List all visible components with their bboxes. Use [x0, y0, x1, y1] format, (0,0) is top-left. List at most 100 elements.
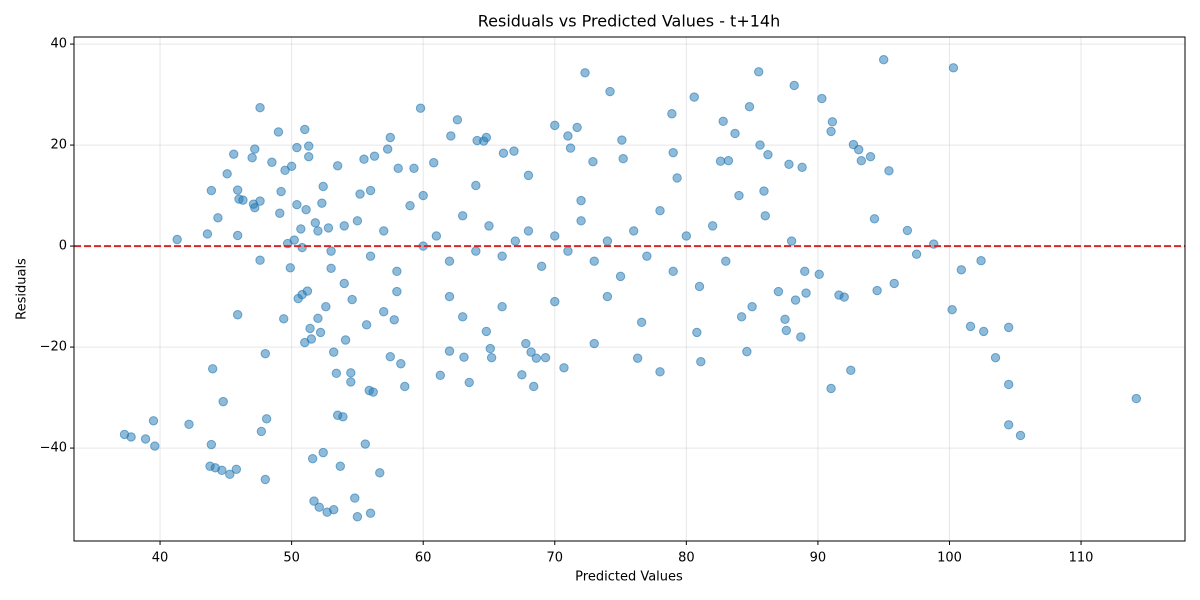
point: [329, 347, 339, 357]
point: [255, 196, 265, 206]
point: [878, 55, 889, 65]
point: [523, 170, 534, 181]
point: [459, 352, 469, 362]
point: [588, 157, 598, 167]
point: [839, 292, 849, 302]
point: [396, 359, 406, 369]
point: [509, 146, 519, 156]
point: [800, 266, 810, 277]
point: [523, 226, 534, 236]
point: [184, 419, 194, 430]
point: [853, 144, 864, 155]
point: [352, 216, 363, 226]
point: [267, 157, 277, 167]
point: [250, 202, 260, 213]
point: [444, 256, 455, 266]
point: [790, 295, 801, 305]
point: [457, 211, 468, 221]
point: [435, 370, 445, 381]
point: [759, 186, 769, 196]
point: [760, 211, 770, 221]
point: [755, 140, 765, 150]
point: [602, 291, 613, 302]
point: [589, 338, 599, 349]
x-tick-label: 40: [152, 551, 169, 566]
x-tick-label: 70: [546, 551, 563, 566]
point: [655, 206, 665, 216]
point: [369, 151, 380, 161]
point: [529, 381, 539, 392]
point: [642, 251, 652, 261]
point: [405, 200, 415, 211]
x-tick-label: 50: [283, 551, 300, 566]
point: [326, 263, 336, 273]
point: [486, 352, 497, 363]
point: [471, 180, 481, 191]
point: [689, 92, 699, 102]
point: [315, 327, 326, 338]
x-tick-label: 80: [678, 551, 695, 566]
point: [355, 189, 365, 199]
point: [976, 256, 986, 266]
point: [279, 314, 289, 324]
point: [273, 127, 284, 137]
point: [744, 101, 755, 112]
point: [565, 143, 576, 153]
point: [335, 461, 346, 471]
point: [484, 221, 494, 231]
point: [206, 185, 217, 196]
point: [444, 346, 455, 356]
point: [517, 370, 527, 380]
point: [365, 185, 376, 196]
point: [817, 93, 827, 104]
point: [734, 190, 744, 201]
point: [510, 236, 520, 246]
point: [361, 320, 372, 330]
point: [965, 321, 976, 332]
point: [715, 156, 726, 166]
point: [296, 224, 306, 234]
point: [446, 131, 456, 141]
x-tick-label: 90: [810, 551, 827, 566]
point: [747, 301, 757, 312]
point: [827, 117, 838, 127]
point: [429, 158, 439, 168]
point: [314, 502, 324, 512]
point: [730, 128, 740, 139]
x-tick-label: 60: [415, 551, 432, 566]
point: [521, 338, 531, 349]
point: [618, 154, 628, 164]
point: [207, 364, 218, 374]
point: [415, 103, 426, 113]
point: [346, 368, 356, 378]
point: [323, 223, 334, 233]
point: [150, 441, 160, 451]
point: [385, 351, 396, 362]
point: [869, 214, 880, 224]
point: [540, 352, 551, 363]
point: [302, 286, 313, 296]
point: [452, 115, 463, 125]
point: [347, 294, 357, 305]
point: [379, 307, 389, 317]
point: [318, 181, 328, 192]
point: [260, 348, 271, 359]
point: [721, 256, 731, 266]
y-tick-label: −20: [40, 340, 67, 355]
point: [889, 278, 899, 289]
point: [379, 226, 389, 236]
point: [340, 335, 351, 345]
point: [956, 265, 967, 275]
point: [1003, 420, 1014, 430]
point: [801, 288, 811, 298]
y-axis-label: Residuals: [15, 258, 30, 320]
point: [589, 256, 599, 266]
point: [350, 493, 360, 503]
point: [255, 103, 265, 113]
point: [559, 363, 569, 373]
point: [563, 131, 573, 141]
point: [481, 326, 492, 337]
point: [667, 109, 677, 119]
point: [392, 266, 402, 277]
